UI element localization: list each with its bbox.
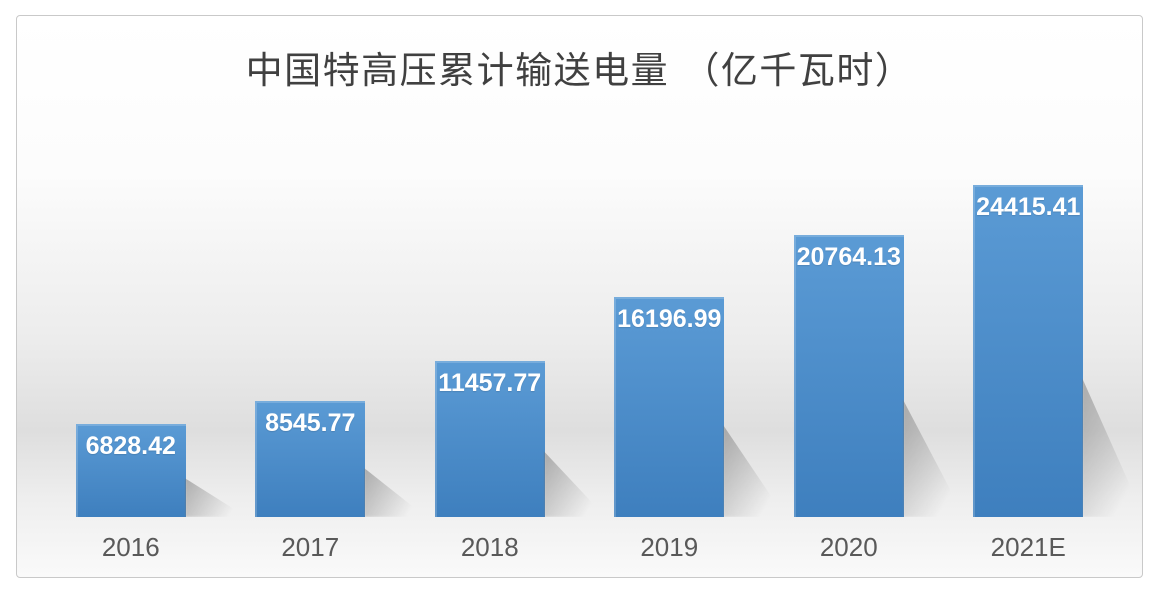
x-axis-label: 2020 (819, 531, 878, 562)
x-axis-label: 2017 (281, 531, 340, 562)
bar-column-2018: 11457.77 2018 (400, 106, 606, 577)
uhv-transmission-bar-chart: 中国特高压累计输送电量 （亿千瓦时） 6828.42 2016 8545.77 … (16, 15, 1143, 578)
bar-2019: 16196.99 (614, 297, 786, 517)
bar-value-label: 20764.13 (796, 243, 901, 271)
bar-column-2017: 8545.77 2017 (221, 106, 427, 577)
x-axis-label: 2021E (990, 531, 1066, 562)
bar-2020: 20764.13 (793, 235, 965, 517)
x-axis-label: 2016 (101, 531, 160, 562)
x-axis-label: 2018 (460, 531, 519, 562)
bar-column-2016: 6828.42 2016 (41, 106, 247, 577)
bar-value-label: 8545.77 (265, 409, 356, 437)
bar-2017: 8545.77 (255, 401, 427, 517)
bar-value-label: 11457.77 (438, 369, 542, 397)
bar-2021E: 24415.41 (973, 185, 1142, 517)
plot-area: 6828.42 2016 8545.77 2017 11457.77 2018 … (41, 106, 1142, 577)
bar-column-2019: 16196.99 2019 (580, 106, 786, 577)
bar-value-label: 24415.41 (976, 193, 1081, 221)
chart-title: 中国特高压累计输送电量 （亿千瓦时） (245, 49, 914, 92)
x-axis-label: 2019 (640, 531, 699, 562)
bar-shadow-icon (1082, 378, 1142, 517)
bar-2016: 6828.42 (75, 424, 247, 517)
bar-value-label: 16196.99 (617, 305, 722, 333)
bar-column-2021E: 24415.41 2021E (939, 106, 1142, 577)
bar-column-2020: 20764.13 2020 (759, 106, 965, 577)
bar-value-label: 6828.42 (85, 432, 176, 460)
bar-2018: 11457.77 (434, 361, 606, 517)
